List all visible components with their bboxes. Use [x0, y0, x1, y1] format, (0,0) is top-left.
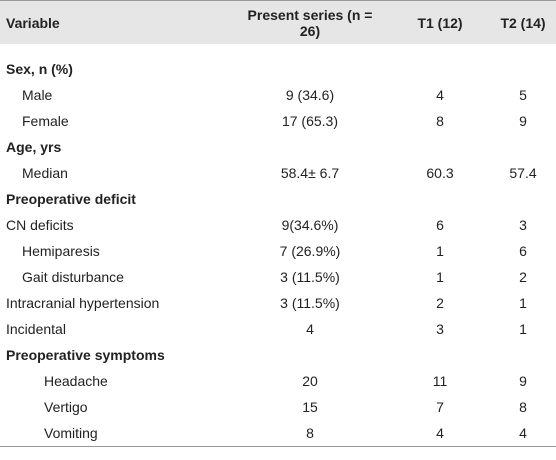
section-row: Preoperative symptoms [0, 342, 556, 368]
row-label: Intracranial hypertension [6, 295, 160, 311]
header-cell: Present series (n = 26) [210, 0, 380, 44]
cell: 6 [519, 243, 527, 259]
cell: 17 (65.3) [281, 113, 339, 129]
cell: 60.3 [426, 165, 454, 181]
cell: 4 [519, 425, 527, 441]
section-row: Sex, n (%) [0, 56, 556, 82]
spacer [0, 44, 556, 56]
cell: 11 [432, 373, 448, 389]
row-label: Gait disturbance [22, 269, 124, 285]
cell: 1 [436, 269, 444, 285]
data-table: Variable Present series (n = 26) T1 (12)… [0, 0, 556, 447]
cell: 9(34.6%) [281, 217, 339, 233]
data-row: CN deficits 9(34.6%) 6 3 [0, 212, 556, 238]
row-label: CN deficits [6, 217, 74, 233]
section-row: Preoperative deficit [0, 186, 556, 212]
data-row: Male 9 (34.6) 4 5 [0, 82, 556, 108]
row-label: Median [22, 165, 68, 181]
cell: 3 [519, 217, 527, 233]
header-row: Variable Present series (n = 26) T1 (12)… [0, 0, 556, 44]
row-label: Vomiting [44, 425, 98, 441]
cell: 4 [436, 87, 444, 103]
data-row: Headache 20 11 9 [0, 368, 556, 394]
cell: 9 (34.6) [285, 87, 335, 103]
row-label: Age, yrs [6, 139, 62, 155]
cell: 2 [519, 269, 527, 285]
section-row: Age, yrs [0, 134, 556, 160]
cell: 8 [436, 113, 444, 129]
header-cell: T2 (14) [480, 0, 556, 44]
row-label: Female [22, 113, 69, 129]
data-row: Median 58.4± 6.7 60.3 57.4 [0, 160, 556, 186]
cell: 15 [302, 399, 318, 415]
cell: 1 [519, 295, 527, 311]
cell: 4 [306, 321, 314, 337]
cell: 3 (11.5%) [280, 269, 340, 285]
cell: 1 [436, 243, 444, 259]
row-label: Incidental [6, 321, 66, 337]
cell: 57.4 [509, 165, 537, 181]
cell: 5 [519, 87, 527, 103]
row-label: Hemiparesis [22, 243, 100, 259]
row-label: Headache [44, 373, 108, 389]
data-row: Gait disturbance 3 (11.5%) 1 2 [0, 264, 556, 290]
row-label: Preoperative deficit [6, 191, 136, 207]
cell: 8 [519, 399, 527, 415]
cell: 7 [436, 399, 444, 415]
table-body: Sex, n (%) Male 9 (34.6) 4 5 Female 17 (65.3) 8… [0, 44, 556, 447]
data-row: Vomiting 8 4 4 [0, 420, 556, 447]
header-cell: Variable [0, 0, 210, 44]
row-label: Male [22, 87, 53, 103]
row-label: Vertigo [44, 399, 88, 415]
data-row: Vertigo 15 7 8 [0, 394, 556, 420]
cell: 8 [306, 425, 314, 441]
cell: 2 [436, 295, 444, 311]
row-label: Preoperative symptoms [6, 347, 165, 363]
cell: 1 [519, 321, 527, 337]
cell: 4 [436, 425, 444, 441]
data-row: Hemiparesis 7 (26.9%) 1 6 [0, 238, 556, 264]
row-label: Sex, n (%) [6, 61, 73, 77]
cell: 58.4± 6.7 [280, 165, 340, 181]
cell: 7 (26.9%) [279, 243, 341, 259]
data-row: Female 17 (65.3) 8 9 [0, 108, 556, 134]
cell: 20 [302, 373, 318, 389]
cell: 3 [436, 321, 444, 337]
cell: 9 [519, 113, 527, 129]
cell: 3 (11.5%) [280, 295, 340, 311]
cell: 9 [519, 373, 527, 389]
header-cell: T1 (12) [380, 0, 480, 44]
data-row: Intracranial hypertension 3 (11.5%) 2 1 [0, 290, 556, 316]
data-row: Incidental 4 3 1 [0, 316, 556, 342]
cell: 6 [436, 217, 444, 233]
